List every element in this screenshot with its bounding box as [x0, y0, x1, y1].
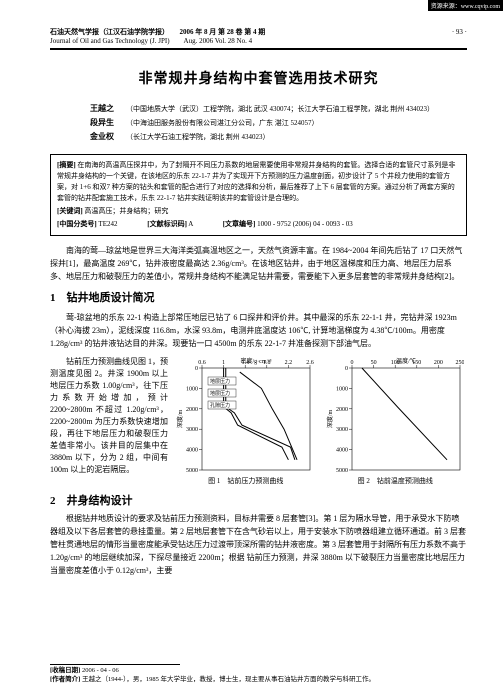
svg-text:5000: 5000 — [186, 468, 198, 474]
keywords: 高温高压；井身结构；研究 — [84, 207, 168, 215]
body-column-text: 钻前压力预测曲线见图 1，预测温度见图 2。井深 1900m 以上地层压力系数 … — [50, 356, 168, 486]
body-paragraph: 钻前压力预测曲线见图 1，预测温度见图 2。井深 1900m 以上地层压力系数 … — [50, 356, 168, 476]
section-heading: 2 井身结构设计 — [50, 492, 467, 508]
body-paragraph: 莺-琼盆地的乐东 22-1 构造上部常压地层已钻了 6 口探井和评价井。其中最深… — [50, 311, 467, 350]
author-name: 王越之 — [90, 102, 126, 116]
article-no-label: [文章编号] — [223, 220, 256, 228]
author-affil: （中国地质大学（武汉）工程学院，湖北 武汉 430074；长江大学石油工程学院，… — [126, 105, 434, 113]
footer-block: [收稿日期] 2006 - 04 - 06 [作者简介] 王越之（1944-），… — [50, 664, 375, 685]
author-affil: （中海油田服务股份有限公司湛江分公司，广东 湛江 524057） — [126, 119, 319, 127]
source-tag: 资源来源：www.cqvip.com — [428, 0, 503, 11]
svg-text:密度/g·cm⁻³: 密度/g·cm⁻³ — [241, 357, 272, 365]
journal-name-en: Journal of Oil and Gas Technology (J. JP… — [50, 37, 265, 46]
svg-text:孔隙压力: 孔隙压力 — [210, 402, 230, 409]
clc: TE242 — [98, 220, 117, 228]
doc-code-label: [文献标识码] — [147, 220, 187, 228]
svg-text:0: 0 — [345, 366, 348, 372]
svg-text:3000: 3000 — [336, 427, 348, 433]
svg-text:200: 200 — [433, 360, 442, 366]
article-no: 1000 - 9752 (2006) 04 - 0093 - 03 — [257, 220, 353, 228]
body-paragraph: 根据钻井地质设计的要求及钻前压力预测资料，目标井需要 8 层套管[3]。第 1 … — [50, 512, 467, 577]
svg-text:250: 250 — [455, 360, 464, 366]
svg-text:深度/m: 深度/m — [326, 409, 334, 428]
svg-text:1000: 1000 — [336, 386, 348, 392]
svg-text:温度/℃: 温度/℃ — [396, 357, 416, 365]
svg-text:2.6: 2.6 — [306, 360, 314, 366]
svg-text:0: 0 — [350, 360, 353, 366]
page: 资源来源：www.cqvip.com 石油天然气学报（江汉石油学院学报） 200… — [0, 0, 503, 700]
author-name: 段异生 — [90, 116, 126, 130]
abstract-box: [摘要] 在南海的高温高压探井中，为了封隔开不同压力系数的地层需要使用非常规井身… — [50, 154, 467, 236]
recv-date-label: [收稿日期] — [50, 667, 80, 674]
abstract-text: 在南海的高温高压探井中，为了封隔开不同压力系数的地层需要使用非常规井身结构的套管… — [57, 161, 455, 202]
svg-text:2000: 2000 — [336, 406, 348, 412]
chart-pressure: 0.611.41.82.22.6010002000300040005000密度/… — [174, 356, 314, 474]
author-bio-label: [作者简介] — [50, 676, 80, 683]
svg-text:4000: 4000 — [186, 447, 198, 453]
journal-name-cn: 石油天然气学报（江汉石油学院学报） 2006 年 8 月 第 28 卷 第 4 … — [50, 28, 265, 37]
figure-1: 0.611.41.82.22.6010002000300040005000密度/… — [174, 356, 318, 486]
figure-caption: 图 2 钻前温度预测曲线 — [324, 476, 468, 486]
svg-text:3000: 3000 — [186, 427, 198, 433]
intro-paragraph: 南海的莺—琼盆地是世界三大海洋类弧高温地区之一，天然气资源丰富。在 1984~2… — [50, 244, 467, 283]
svg-text:1000: 1000 — [186, 386, 198, 392]
svg-text:地层压力: 地层压力 — [210, 390, 230, 397]
svg-text:4000: 4000 — [336, 447, 348, 453]
recv-date: 2006 - 04 - 06 — [82, 667, 119, 674]
svg-text:0.6: 0.6 — [198, 360, 206, 366]
svg-text:0: 0 — [195, 366, 198, 372]
svg-text:深度/m: 深度/m — [176, 409, 184, 428]
svg-text:50: 50 — [370, 360, 376, 366]
svg-text:5000: 5000 — [336, 468, 348, 474]
doc-code: A — [188, 220, 193, 228]
paper-title: 非常规井身结构中套管选用技术研究 — [50, 68, 467, 88]
figure-2: 050100150200250010002000300040005000温度/℃… — [324, 356, 468, 486]
abstract-label: [摘要] — [57, 161, 76, 169]
svg-text:地层压力: 地层压力 — [210, 378, 230, 385]
author-name: 金业权 — [90, 130, 126, 144]
author-affil: （长江大学石油工程学院，湖北 荆州 434023） — [126, 133, 270, 141]
chart-temperature: 050100150200250010002000300040005000温度/℃… — [324, 356, 464, 474]
journal-header: 石油天然气学报（江汉石油学院学报） 2006 年 8 月 第 28 卷 第 4 … — [50, 28, 467, 46]
page-number: · 93 · — [452, 28, 467, 46]
figure-caption: 图 1 钻前压力预测曲线 — [174, 476, 318, 486]
clc-label: [中国分类号] — [57, 220, 97, 228]
section-heading: 1 钻井地质设计简况 — [50, 289, 467, 305]
keywords-label: [关键词] — [57, 207, 83, 215]
authors-block: 王越之（中国地质大学（武汉）工程学院，湖北 武汉 430074；长江大学石油工程… — [90, 102, 467, 144]
svg-text:1: 1 — [222, 360, 225, 366]
author-bio: 王越之（1944-），男，1985 年大学毕业，教授，博士生，现主要从事石油钻井… — [82, 676, 375, 683]
svg-text:2000: 2000 — [186, 406, 198, 412]
svg-text:2.2: 2.2 — [285, 360, 293, 366]
